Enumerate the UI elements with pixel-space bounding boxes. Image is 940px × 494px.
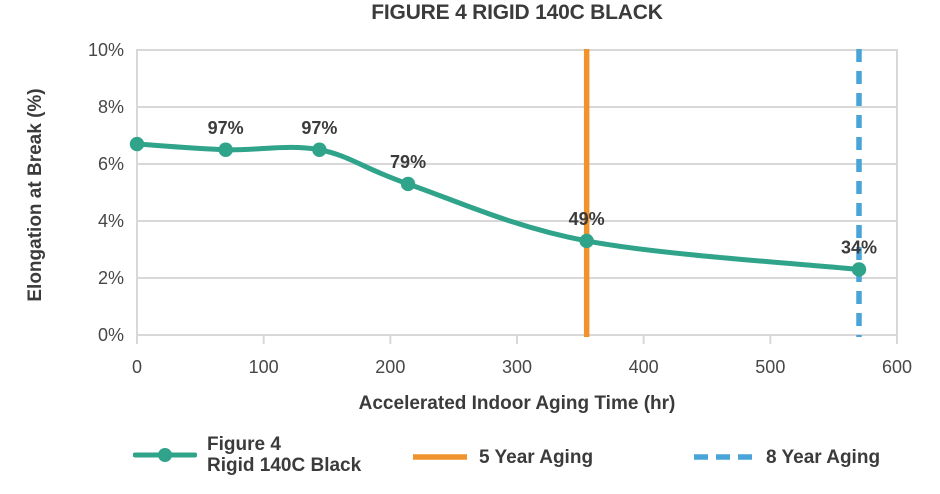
x-tick-label: 500 — [755, 357, 785, 377]
data-point-marker — [579, 233, 594, 249]
y-tick-label: 6% — [98, 154, 124, 174]
y-tick-label: 2% — [98, 268, 124, 288]
data-point-marker — [400, 176, 416, 192]
series-line — [134, 141, 862, 272]
point-label: 34% — [841, 237, 877, 257]
y-tick-label: 4% — [98, 211, 124, 231]
x-tick-label: 0 — [132, 357, 142, 377]
data-point-marker — [312, 142, 327, 157]
x-tick-label: 200 — [375, 357, 405, 377]
x-tick-label: 400 — [629, 357, 659, 377]
x-tick-label: 100 — [249, 357, 279, 377]
point-label: 97% — [208, 118, 244, 138]
point-label: 79% — [390, 152, 426, 172]
y-tick-label: 10% — [88, 40, 124, 60]
x-tick-label: 600 — [882, 357, 912, 377]
y-tick-label: 8% — [98, 97, 124, 117]
x-tick-label: 300 — [502, 357, 532, 377]
point-label: 49% — [569, 209, 605, 229]
plot-border — [136, 49, 898, 336]
y-tick-label: 0% — [98, 325, 124, 345]
data-point-marker — [218, 142, 233, 157]
data-point-marker — [851, 262, 867, 277]
x-axis-title: Accelerated Indoor Aging Time (hr) — [358, 393, 676, 414]
data-point-marker — [129, 136, 145, 152]
point-label: 97% — [301, 118, 337, 138]
chart-title: FIGURE 4 RIGID 140C BLACK — [371, 1, 663, 24]
